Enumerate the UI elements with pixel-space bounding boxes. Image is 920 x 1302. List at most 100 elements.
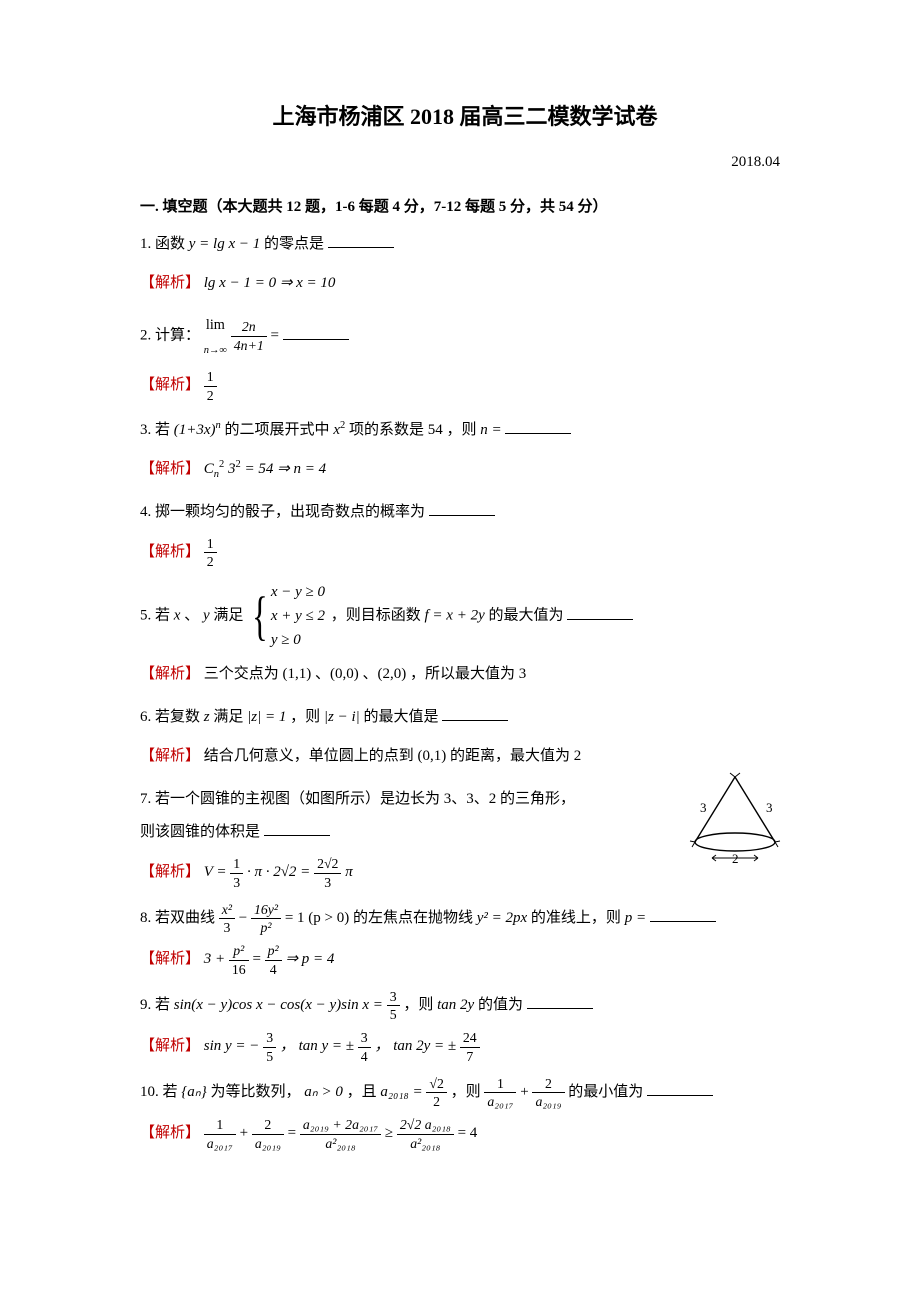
q-text: 掷一颗均匀的骰子，出现奇数点的概率为 xyxy=(155,504,425,520)
fraction: x² 3 xyxy=(219,901,235,936)
lim-bot: n→∞ xyxy=(204,339,227,362)
q-expr: sin(x − y)cos x − cos(x − y)sin x = xyxy=(174,997,387,1013)
frac-num: 1 xyxy=(204,368,217,386)
q-expr: aₙ > 0 xyxy=(304,1084,343,1100)
frac-num: 2n xyxy=(231,318,267,336)
frac-den: a₂₀₁₉ xyxy=(252,1135,284,1152)
eq: = xyxy=(271,328,283,344)
q-num: 9. xyxy=(140,997,151,1013)
q-num: 10. xyxy=(140,1084,159,1100)
fraction: 3 5 xyxy=(387,988,400,1023)
question-4: 4. 掷一颗均匀的骰子，出现奇数点的概率为 xyxy=(140,496,790,529)
q-num: 6. xyxy=(140,709,151,725)
question-2: 2. 计算： lim n→∞ 2n 4n+1 = xyxy=(140,310,790,362)
solution-8: 【解析】 3 + p² 16 = p² 4 ⇒ p = 4 xyxy=(140,942,790,977)
plus: + xyxy=(240,1125,252,1141)
solution-label: 【解析】 xyxy=(140,666,200,682)
lim-top: lim xyxy=(204,310,227,341)
sol-expr: sin y = − xyxy=(204,1039,263,1055)
question-9: 9. 若 sin(x − y)cos x − cos(x − y)sin x =… xyxy=(140,988,790,1023)
blank xyxy=(429,501,495,516)
q-expr: x xyxy=(333,422,340,438)
frac-num: 1 xyxy=(204,535,217,553)
frac-num: 3 xyxy=(387,988,400,1006)
ge: ≥ xyxy=(385,1125,397,1141)
q-text: 项的系数是 54 ，则 xyxy=(349,422,480,438)
fraction: a₂₀₁₉ + 2a₂₀₁₇ a²₂₀₁₈ xyxy=(300,1116,381,1151)
q-expr: tan 2y xyxy=(437,997,474,1013)
q-num: 4. xyxy=(140,504,151,520)
frac-num: p² xyxy=(229,942,249,960)
q-text: 函数 xyxy=(155,236,189,252)
fraction: 24 7 xyxy=(460,1029,480,1064)
cases: x − y ≥ 0 x + y ≤ 2 y ≥ 0 xyxy=(271,580,325,652)
q-text: ，则 xyxy=(451,1084,485,1100)
frac-num: 16y² xyxy=(251,901,281,919)
sol-expr: π xyxy=(345,865,353,881)
q-expr: |z| = 1 xyxy=(247,709,286,725)
fraction: 2n 4n+1 xyxy=(231,318,267,353)
q-text: 若双曲线 xyxy=(155,910,219,926)
q-expr: f = x + 2y xyxy=(425,608,485,624)
date-label: 2018.04 xyxy=(140,151,790,174)
solution-10: 【解析】 1 a₂₀₁₇ + 2 a₂₀₁₉ = a₂₀₁₉ + 2a₂₀₁₇ … xyxy=(140,1116,790,1151)
sol-expr: ， tan 2y = ± xyxy=(374,1039,459,1055)
solution-label: 【解析】 xyxy=(140,748,200,764)
page-title: 上海市杨浦区 2018 届高三二模数学试卷 xyxy=(140,100,790,133)
question-8: 8. 若双曲线 x² 3 − 16y² p² = 1 (p > 0) 的左焦点在… xyxy=(140,901,790,936)
frac-den: 2 xyxy=(204,553,217,570)
solution-5: 【解析】 三个交点为 (1,1) 、(0,0) 、(2,0) ，所以最大值为 3 xyxy=(140,658,790,691)
q-text: 的最大值为 xyxy=(488,608,563,624)
sol-expr: 3 + xyxy=(204,952,229,968)
frac-num: 2 xyxy=(532,1075,564,1093)
fraction: p² 4 xyxy=(265,942,282,977)
frac-num: 1 xyxy=(204,1116,236,1134)
q-expr: |z − i| xyxy=(324,709,360,725)
q-text: 若 xyxy=(155,608,174,624)
q-expr: y² = 2px xyxy=(477,910,527,926)
var: x xyxy=(174,608,181,624)
fraction: 2 a₂₀₁₉ xyxy=(252,1116,284,1151)
sol-text: 结合几何意义，单位圆上的点到 (0,1) 的距离，最大值为 2 xyxy=(204,748,582,764)
sup: 2 xyxy=(236,459,241,470)
fraction: 3 5 xyxy=(263,1029,276,1064)
blank xyxy=(328,233,394,248)
q-text: 的二项展开式中 xyxy=(225,422,334,438)
frac-den: a₂₀₁₉ xyxy=(532,1093,564,1110)
frac-num: p² xyxy=(265,942,282,960)
blank xyxy=(442,706,508,721)
fraction: 2 a₂₀₁₉ xyxy=(532,1075,564,1110)
q-num: 7. xyxy=(140,791,151,807)
q-text: 若复数 xyxy=(155,709,204,725)
fraction: 1 2 xyxy=(204,368,217,403)
fraction: 2√2 3 xyxy=(314,855,341,890)
frac-den: 3 xyxy=(219,919,235,936)
sol-expr: C xyxy=(204,461,214,477)
question-1: 1. 函数 y = lg x − 1 的零点是 xyxy=(140,228,790,261)
frac-den: a²₂₀₁₈ xyxy=(397,1135,454,1152)
blank xyxy=(567,605,633,620)
frac-den: 4 xyxy=(358,1048,371,1065)
solution-2: 【解析】 1 2 xyxy=(140,368,790,403)
question-3: 3. 若 (1+3x)n 的二项展开式中 x2 项的系数是 54 ，则 n = xyxy=(140,414,790,447)
frac-den: 2 xyxy=(426,1093,446,1110)
solution-label: 【解析】 xyxy=(140,865,200,881)
var: y xyxy=(203,608,210,624)
sol-expr: ， tan y = ± xyxy=(280,1039,358,1055)
q-text: 满足 xyxy=(213,709,247,725)
frac-den: a₂₀₁₇ xyxy=(204,1135,236,1152)
blank xyxy=(650,907,716,922)
q-expr: (1+3x) xyxy=(174,422,216,438)
fig-label: 3 xyxy=(700,800,707,815)
frac-den: 4n+1 xyxy=(231,337,267,354)
q-text: 为等比数列， xyxy=(211,1084,301,1100)
sol-expr: 3 xyxy=(228,461,236,477)
sol-end: = 4 xyxy=(458,1125,478,1141)
q-text: 满足 xyxy=(213,608,247,624)
frac-den: 3 xyxy=(230,874,243,891)
fraction: 1 2 xyxy=(204,535,217,570)
q-text: 若一个圆锥的主视图（如图所示）是边长为 3、3、2 的三角形， xyxy=(155,791,575,807)
frac-num: 2√2 xyxy=(314,855,341,873)
q-text: ，则 xyxy=(403,997,437,1013)
frac-num: 24 xyxy=(460,1029,480,1047)
